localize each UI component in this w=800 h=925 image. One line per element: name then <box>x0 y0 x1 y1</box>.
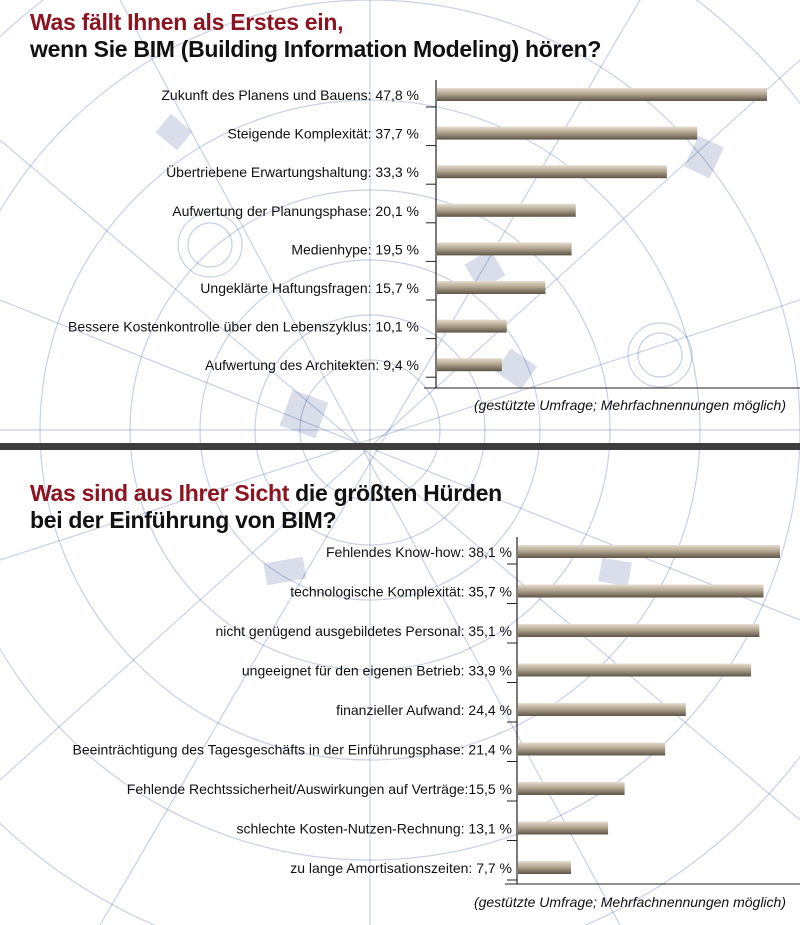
bar <box>437 281 546 294</box>
bar-label: Zukunft des Planens und Bauens: 47,8 % <box>161 87 419 103</box>
bar-label: zu lange Amortisationszeiten: 7,7 % <box>290 860 512 876</box>
bar <box>437 242 572 256</box>
bar-label: Medienhype: 19,5 % <box>291 241 419 257</box>
bar <box>437 165 667 179</box>
bar-label: Übertriebene Erwartungshaltung: 33,3 % <box>166 163 419 180</box>
chart-note: (gestützte Umfrage; Mehrfachnennungen mö… <box>473 894 786 910</box>
bar-label: finanzieller Aufwand: 24,4 % <box>336 702 512 718</box>
bar <box>518 742 666 756</box>
chart-title-line2: bei der Einführung von BIM? <box>30 507 337 533</box>
bar-label: Fehlendes Know-how: 38,1 % <box>326 544 512 560</box>
bar <box>518 821 609 835</box>
chart-title-red-part: Was sind aus Ihrer Sicht <box>30 480 290 506</box>
bar <box>518 782 625 795</box>
bar-label: Aufwertung des Architekten: 9,4 % <box>205 357 419 373</box>
chart-title-line1: Was fällt Ihnen als Erstes ein, <box>30 9 344 35</box>
bar <box>518 861 571 874</box>
bar <box>518 624 760 637</box>
bar <box>437 203 576 217</box>
section-divider <box>0 443 800 450</box>
chart-title-line2: wenn Sie BIM (Building Information Model… <box>30 36 602 62</box>
bar-label: technologische Komplexität: 35,7 % <box>290 584 512 600</box>
bar <box>518 663 752 677</box>
chart-title-line1: Was sind aus Ihrer Sicht die größten Hür… <box>30 480 502 507</box>
bar-label: Steigende Komplexität: 37,7 % <box>228 126 419 142</box>
chart-note: (gestützte Umfrage; Mehrfachnennungen mö… <box>473 397 786 413</box>
bar-label: Beeinträchtigung des Tagesgeschäfts in d… <box>73 742 512 758</box>
bar <box>437 88 767 101</box>
bar-label: Bessere Kostenkontrolle über den Lebensz… <box>68 319 419 335</box>
bar <box>437 358 502 372</box>
bar-chart-2: Fehlendes Know-how: 38,1 % technologische… <box>73 537 800 885</box>
bar-chart-1: Zukunft des Planens und Bauens: 47,8 % St… <box>68 80 800 389</box>
chart-title-dark-part: die größten Hürden <box>289 480 502 506</box>
bar <box>518 545 780 558</box>
bar-label: ungeeignet für den eigenen Betrieb: 33,9… <box>242 663 512 679</box>
bar-label: schlechte Kosten-Nutzen-Rechnung: 13,1 % <box>237 821 513 837</box>
bar <box>437 126 698 140</box>
bar-label: Ungeklärte Haftungsfragen: 15,7 % <box>200 280 419 296</box>
chart-obstacles: Was sind aus Ihrer Sicht die größten Hür… <box>0 440 800 925</box>
bar <box>518 584 764 598</box>
bar-label: nicht genügend ausgebildetes Personal: 3… <box>215 623 512 639</box>
chart-associations: Was fällt Ihnen als Erstes ein, wenn Sie… <box>0 0 800 440</box>
bar <box>437 319 507 333</box>
bar-label: Fehlende Rechtssicherheit/Auswirkungen a… <box>127 781 512 797</box>
bar-label: Aufwertung der Planungsphase: 20,1 % <box>172 203 419 219</box>
bar <box>518 703 686 716</box>
